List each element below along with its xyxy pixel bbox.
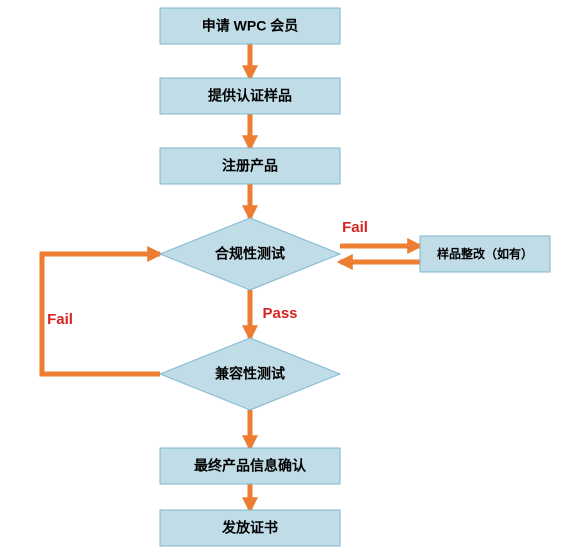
node-label: 提供认证样品 — [208, 88, 292, 104]
node-label: 注册产品 — [222, 158, 278, 174]
edge-label: Pass — [262, 305, 297, 322]
flowchart-node: 提供认证样品 — [160, 78, 340, 114]
flowchart-node: 兼容性测试 — [160, 338, 340, 410]
node-label: 样品整改（如有） — [437, 246, 533, 261]
flowchart-node: 发放证书 — [160, 510, 340, 546]
node-label: 兼容性测试 — [215, 366, 285, 382]
flowchart-canvas: Pass Fail Fail 申请 WPC 会员提供认证样品注册产品合规性测试 样品整改… — [0, 0, 569, 550]
flowchart-node: 申请 WPC 会员 — [160, 8, 340, 44]
flowchart-node: 合规性测试 — [160, 218, 340, 290]
node-label: 发放证书 — [221, 520, 278, 536]
flowchart-node: 样品整改（如有） — [420, 236, 550, 272]
edge-label: Fail — [342, 219, 368, 236]
edge-label: Fail — [47, 311, 73, 328]
flowchart-node: 注册产品 — [160, 148, 340, 184]
node-label: 合规性测试 — [215, 246, 285, 262]
node-label: 申请 WPC 会员 — [202, 18, 298, 34]
node-label: 最终产品信息确认 — [194, 458, 307, 474]
flowchart-node: 最终产品信息确认 — [160, 448, 340, 484]
